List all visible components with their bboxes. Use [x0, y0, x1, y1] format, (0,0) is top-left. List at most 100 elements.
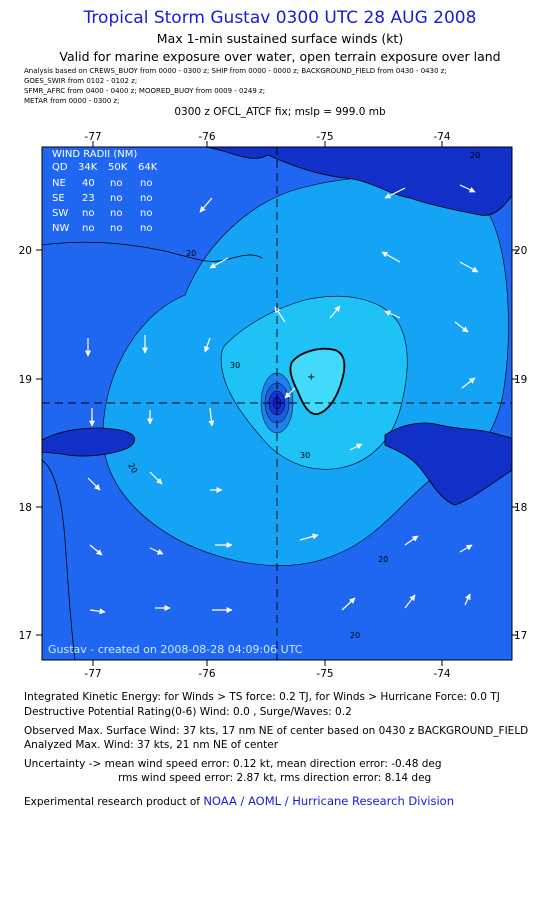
lat-tick-label: 20	[19, 245, 32, 257]
lat-tick-label: 18	[514, 502, 527, 514]
wind-vector-arrow	[329, 305, 341, 319]
wind-radii-cell: no	[110, 193, 122, 204]
wind-vector-arrow	[464, 593, 471, 606]
max-wind-marker: +	[307, 372, 315, 383]
lon-tick-label: -75	[316, 668, 333, 680]
lat-tick-label: 17	[19, 630, 32, 642]
wind-vector-arrow	[284, 387, 296, 399]
wind-vector-arrow	[199, 197, 213, 213]
source-line: Analysis based on CREWS_BUOY from 0000 -…	[24, 67, 447, 75]
wind-radii-cell: no	[110, 178, 122, 189]
map-frame	[41, 146, 513, 661]
wind-radii-title: WIND RADII (NM)	[52, 149, 137, 160]
axis-ticks	[36, 141, 518, 666]
jamaica-landmass	[42, 427, 136, 457]
wind-analysis-map: 20 20 20 30 30 20 20 WIND RADII (NM) QD …	[19, 131, 528, 680]
wind-vector-arrow	[89, 608, 106, 615]
wind-vector-arrow	[384, 310, 401, 319]
rms-uncertainty-line: rms wind speed error: 2.87 kt, rms direc…	[118, 772, 432, 784]
wind-radii-cell: SW	[52, 208, 68, 219]
analysis-sources: Analysis based on CREWS_BUOY from 0000 -…	[24, 66, 544, 106]
chart-subtitle: Max 1-min sustained surface winds (kt)	[156, 31, 404, 46]
wind-vector-arrow	[209, 257, 229, 269]
created-stamp: Gustav - created on 2008-08-28 04:09:06 …	[48, 643, 303, 656]
lat-tick-label: 20	[514, 245, 527, 257]
uncertainty-line: Uncertainty -> mean wind speed error: 0.…	[24, 758, 442, 770]
source-line: METAR from 0000 - 0300 z;	[24, 97, 120, 105]
wind-vector-arrow	[461, 377, 476, 389]
wind-radii-cell: no	[110, 223, 122, 234]
contour-35-band	[289, 347, 346, 415]
wind-radii-cell: 50K	[108, 162, 128, 173]
wind-radii-cell: 64K	[138, 162, 158, 173]
wind-vector-arrow	[459, 184, 476, 193]
wind-vector-arrow	[208, 407, 215, 427]
contour-labels: 20 20 20 30 30 20 20	[126, 151, 480, 640]
wind-radii-cell: no	[110, 208, 122, 219]
lon-tick-label: -74	[433, 131, 450, 143]
wind-vector-arrow	[299, 533, 319, 541]
wind-radii-cell: NW	[52, 223, 69, 234]
wind-radii-cell: 23	[82, 193, 95, 204]
wind-radii-cell: 40	[82, 178, 95, 189]
credit-prefix: Experimental research product of	[24, 796, 200, 808]
wind-radii-cell: 34K	[78, 162, 98, 173]
wind-vector-arrow	[404, 594, 416, 609]
wind-vector-arrow	[87, 477, 101, 491]
contour-label: 20	[378, 555, 388, 564]
lat-tick-label: 19	[19, 374, 32, 386]
lon-tick-label: -75	[316, 131, 333, 143]
lon-tick-label: -76	[198, 131, 215, 143]
wind-vector-arrow	[454, 321, 469, 333]
contour-label: 30	[300, 451, 310, 460]
cuba-landmass	[42, 147, 512, 216]
wind-vector-arrow	[404, 535, 419, 546]
source-line: GOES_SWIR from 0102 - 0102 z;	[24, 77, 138, 85]
wind-vector-arrow	[149, 471, 163, 485]
wind-radii-table: WIND RADII (NM) QD 34K 50K 64K NE 40 no …	[52, 149, 158, 234]
ike-line: Integrated Kinetic Energy: for Winds > T…	[24, 691, 500, 703]
wind-radii-cell: no	[82, 223, 94, 234]
lon-tick-label: -76	[198, 668, 215, 680]
wind-radii-cell: no	[140, 178, 152, 189]
lat-tick-label: 17	[514, 630, 527, 642]
wind-radii-cell: no	[140, 208, 152, 219]
observed-wind-line: Observed Max. Surface Wind: 37 kts, 17 n…	[24, 725, 529, 737]
wind-radii-cell: NE	[52, 178, 66, 189]
wind-vectors	[85, 184, 479, 615]
contour-label: 20	[126, 462, 139, 475]
lon-tick-label: -74	[433, 668, 450, 680]
wind-vector-arrow	[203, 337, 211, 353]
axis-labels: -77 -76 -75 -74 -77 -76 -75 -74 20 19 18…	[19, 131, 528, 680]
wind-vector-arrow	[89, 544, 103, 556]
hispaniola-landmass	[384, 422, 512, 506]
wind-vector-arrow	[349, 443, 363, 451]
wind-vector-arrow	[341, 597, 356, 611]
credit-line: Experimental research product of NOAA / …	[24, 794, 454, 809]
dpr-line: Destructive Potential Rating(0-6) Wind: …	[24, 706, 352, 718]
wind-radii-cell: QD	[52, 162, 68, 173]
lon-tick-label: -77	[84, 131, 101, 143]
wind-radii-cell: no	[82, 208, 94, 219]
hrd-link[interactable]: NOAA / AOML / Hurricane Research Divisio…	[203, 794, 454, 808]
wind-vector-arrow	[459, 261, 479, 273]
lon-tick-label: -77	[84, 668, 101, 680]
analyzed-wind-line: Analyzed Max. Wind: 37 kts, 21 nm NE of …	[24, 739, 279, 751]
wind-radii-cell: SE	[52, 193, 65, 204]
lat-tick-label: 18	[19, 502, 32, 514]
source-line: SFMR_AFRC from 0400 - 0400 z; MOORED_BUO…	[24, 87, 266, 95]
lat-tick-label: 19	[514, 374, 527, 386]
wind-radii-cell: no	[140, 193, 152, 204]
wind-vector-arrow	[149, 547, 164, 555]
contour-label: 30	[230, 361, 240, 370]
contour-label: 20	[470, 151, 480, 160]
validity-note: Valid for marine exposure over water, op…	[59, 49, 501, 64]
coastline	[42, 241, 263, 262]
wind-vector-arrow	[381, 251, 401, 263]
contour-label: 20	[186, 249, 196, 258]
coastline	[42, 459, 76, 660]
chart-title: Tropical Storm Gustav 0300 UTC 28 AUG 20…	[83, 8, 477, 28]
center-fix: 0300 z OFCL_ATCF fix; mslp = 999.0 mb	[174, 106, 386, 118]
wind-vector-arrow	[384, 187, 406, 199]
wind-vector-arrow	[459, 544, 473, 553]
